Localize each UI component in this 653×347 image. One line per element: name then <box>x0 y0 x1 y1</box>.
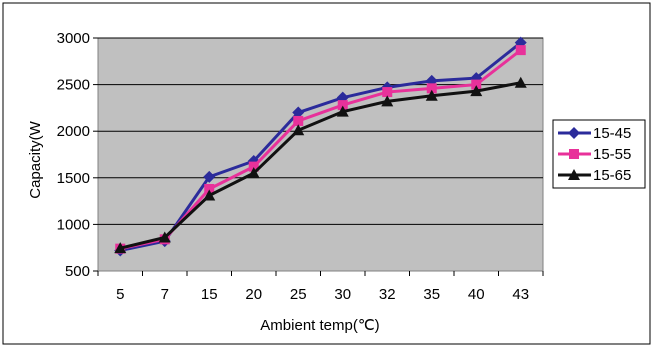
legend-label: 15-65 <box>593 167 631 184</box>
series-15-65 <box>114 76 527 254</box>
data-point <box>158 231 171 243</box>
x-tick-label: 30 <box>334 286 351 303</box>
x-tick-label: 40 <box>468 286 485 303</box>
legend-marker <box>569 149 579 159</box>
series-group <box>114 36 527 257</box>
legend-label: 15-55 <box>593 146 631 163</box>
data-point <box>337 100 348 111</box>
series-line <box>119 48 522 251</box>
legend-marker <box>568 169 580 180</box>
data-point <box>514 76 527 88</box>
x-tick-label: 43 <box>512 286 529 303</box>
data-point <box>470 85 483 97</box>
legend: 15-45 15-55 15-65 <box>552 119 646 189</box>
x-tick-label: 25 <box>290 286 307 303</box>
y-tick-label: 1000 <box>57 216 90 233</box>
x-tick-label: 35 <box>423 286 440 303</box>
data-point <box>425 89 438 101</box>
y-tick-label: 2000 <box>57 123 90 140</box>
legend-entry: 15-55 <box>558 146 631 163</box>
series-line <box>119 81 522 250</box>
y-tick-label: 2500 <box>57 77 90 94</box>
y-tick-label: 1500 <box>57 170 90 187</box>
x-tick-label: 32 <box>379 286 396 303</box>
data-point <box>248 161 259 172</box>
data-point <box>426 83 437 94</box>
data-point <box>204 183 215 194</box>
y-tick-label: 3000 <box>57 30 90 47</box>
x-tick-label: 5 <box>116 286 124 303</box>
y-tick-labels: 500 1000 1500 2000 2500 3000 <box>57 30 90 280</box>
data-point <box>471 79 482 90</box>
legend-entry: 15-65 <box>558 167 631 184</box>
data-point <box>292 106 305 119</box>
legend-marker <box>568 127 580 139</box>
data-point <box>381 95 394 107</box>
x-tick-label: 7 <box>161 286 169 303</box>
legend-entry: 15-45 <box>558 125 631 142</box>
data-point <box>203 189 216 201</box>
legend-label: 15-45 <box>593 125 631 142</box>
series-line <box>119 41 522 252</box>
data-point <box>293 115 304 126</box>
data-point <box>247 167 260 179</box>
y-axis-label: Capacity(W <box>27 120 44 198</box>
data-point <box>515 45 526 56</box>
x-tick-label: 20 <box>245 286 262 303</box>
data-point <box>203 170 216 183</box>
y-tick-label: 500 <box>65 263 90 280</box>
data-point <box>114 242 127 254</box>
data-point <box>382 87 393 98</box>
data-point <box>292 124 305 136</box>
data-point <box>336 105 349 117</box>
x-axis-label: Ambient temp(℃) <box>260 317 379 334</box>
x-tick-label: 15 <box>201 286 218 303</box>
x-tick-labels: 5 7 15 20 25 30 32 35 40 43 <box>116 286 529 303</box>
